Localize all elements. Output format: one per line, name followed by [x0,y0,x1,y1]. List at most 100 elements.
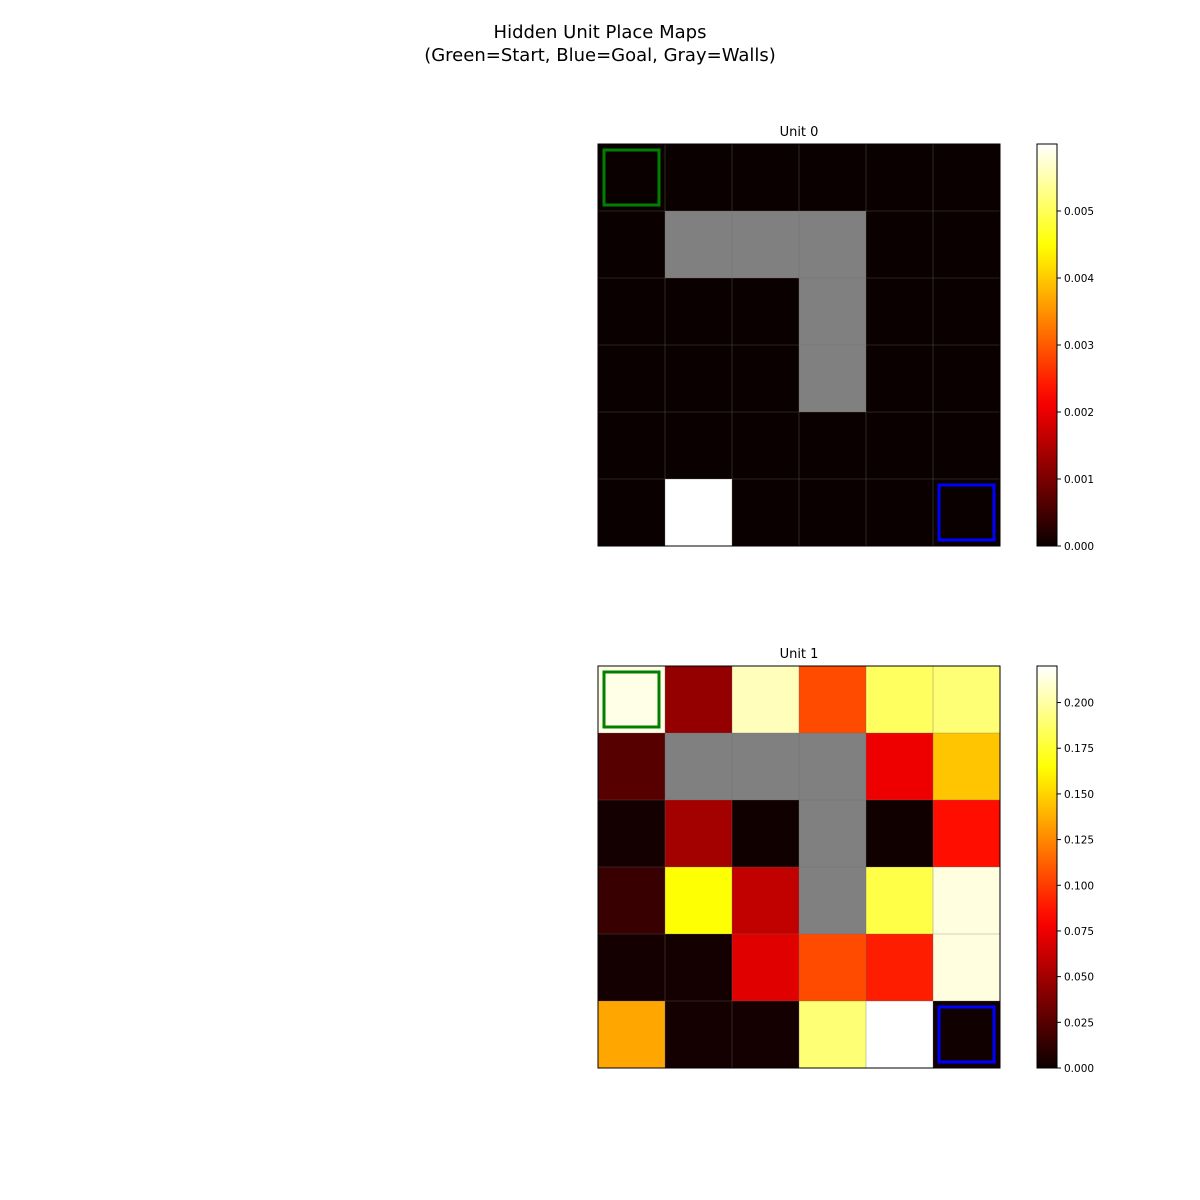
heatmap-cell [665,1001,733,1069]
heatmap-cell [732,278,800,346]
colorbar-tick-label: 0.001 [1064,474,1094,486]
heatmap-cell [866,733,934,801]
heatmap-cell [866,666,934,734]
heatmap-cell [933,1001,1001,1069]
wall-cell [732,733,800,801]
heatmap-cell [598,934,666,1002]
colorbar [1036,143,1058,547]
heatmap-cell [732,934,800,1002]
heatmap-cell [665,345,733,413]
colorbar-tick-label: 0.003 [1064,340,1094,352]
heatmap-cell [799,1001,867,1069]
heatmap-cell [866,479,934,547]
heatmap-cell [665,412,733,480]
wall-cell [665,211,733,279]
heatmap-cell [799,934,867,1002]
heatmap-cell [933,666,1001,734]
heatmap-cell [799,479,867,547]
colorbar-tick-label: 0.025 [1064,1017,1094,1029]
colorbar-tick-label: 0.175 [1064,743,1094,755]
heatmap-cell [799,666,867,734]
heatmap-cell [598,666,666,734]
colorbar-tick-label: 0.050 [1064,972,1094,984]
goal-marker [937,1005,996,1064]
wall-cell [799,733,867,801]
heatmap-cell [598,144,666,212]
heatmap-cell [866,211,934,279]
colorbar-tick-label: 0.005 [1064,206,1094,218]
colorbar-tick-label: 0.100 [1064,880,1094,892]
heatmap-cell [933,479,1001,547]
heatmap-cell [799,412,867,480]
heatmap-cell [665,278,733,346]
heatmap-cell [665,479,733,547]
heatmap-cell [598,345,666,413]
figure-title-line2: (Green=Start, Blue=Goal, Gray=Walls) [424,45,776,66]
start-marker [602,670,661,729]
heatmap-panels: Unit 00.0000.0010.0020.0030.0040.005Unit… [597,125,1094,1075]
colorbar-tick-label: 0.000 [1064,1063,1094,1075]
heatmap-cell [732,144,800,212]
heatmap-cell [732,345,800,413]
heatmap-cell [933,934,1001,1002]
heatmap-cell [598,479,666,547]
heatmap-panel-1: Unit 1 0.000 0.025 0.050 0.075 0.100 0.125 0.15… [597,647,1094,1075]
goal-marker [937,483,996,542]
heatmap-cell [732,666,800,734]
heatmap-panel-0: Unit 0 0.000 0.001 0.002 0.003 0.004 0.005 [597,125,1094,553]
heatmap-cell [665,144,733,212]
heatmap-cell [732,800,800,868]
heatmap-cell [665,867,733,935]
heatmap-cell [933,867,1001,935]
wall-cell [799,867,867,935]
heatmap-cell [598,211,666,279]
colorbar [1036,665,1058,1069]
heatmap-cell [933,800,1001,868]
colorbar-tick-label: 0.000 [1064,541,1094,553]
heatmap-cell [732,1001,800,1069]
heatmap-cell [933,345,1001,413]
start-marker [602,148,661,207]
heatmap-cell [866,1001,934,1069]
colorbar-tick-label: 0.075 [1064,926,1094,938]
heatmap-cell [933,733,1001,801]
heatmap-cell [866,144,934,212]
heatmap-cell [598,800,666,868]
heatmap-cell [866,278,934,346]
heatmap-cell [598,867,666,935]
heatmap-cell [598,412,666,480]
heatmap-cell [933,144,1001,212]
heatmap-cell [799,144,867,212]
heatmap-cell [665,666,733,734]
heatmap-cell [732,412,800,480]
wall-cell [799,278,867,346]
wall-cell [732,211,800,279]
heatmap-cell [598,733,666,801]
wall-cell [799,345,867,413]
heatmap-cell [732,479,800,547]
heatmap-cell [933,412,1001,480]
heatmap-cell [866,345,934,413]
colorbar-tick-label: 0.125 [1064,835,1094,847]
colorbar-tick-label: 0.200 [1064,698,1094,710]
axes-frame [597,665,1001,1069]
colorbar-tick-label: 0.002 [1064,407,1094,419]
heatmap-cell [933,278,1001,346]
wall-cell [799,211,867,279]
axes-frame [597,143,1001,547]
heatmap-cell [866,867,934,935]
heatmap-cell [933,211,1001,279]
heatmap-cell [732,867,800,935]
heatmap-cell [866,412,934,480]
heatmap-cell [665,800,733,868]
colorbar-tick-label: 0.004 [1064,273,1094,285]
panel-title: Unit 0 [780,125,819,140]
wall-cell [799,800,867,868]
heatmap-cell [665,934,733,1002]
figure-title-line1: Hidden Unit Place Maps [494,22,707,43]
heatmap-cell [866,800,934,868]
wall-cell [665,733,733,801]
heatmap-cell [866,934,934,1002]
panel-title: Unit 1 [780,647,819,662]
